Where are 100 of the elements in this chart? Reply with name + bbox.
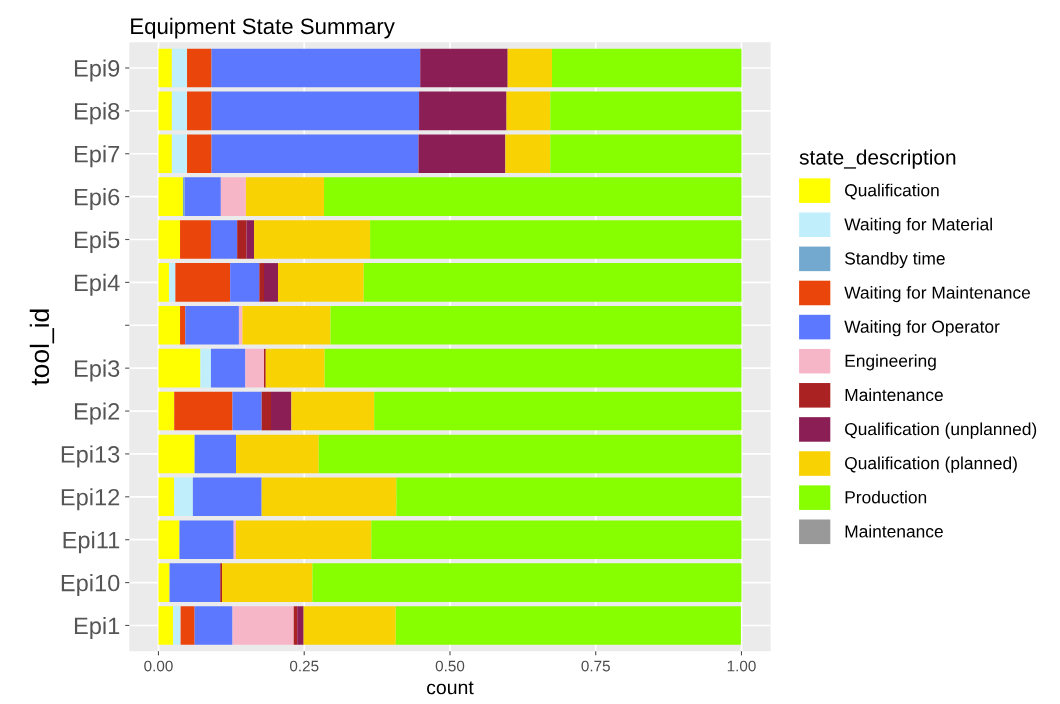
legend-label: Waiting for Operator [844, 320, 1000, 337]
bar [211, 91, 420, 131]
bar [312, 563, 742, 602]
bar [242, 305, 331, 345]
bar [158, 348, 201, 388]
bar [174, 391, 233, 431]
bar [158, 91, 172, 131]
y-tick-label: Epi4 [74, 273, 120, 296]
bar [174, 477, 193, 517]
bar [371, 520, 742, 559]
bar [158, 177, 183, 216]
y-tick-label: Epi11 [63, 531, 120, 554]
bar [194, 434, 237, 474]
bar [506, 91, 551, 131]
bar [259, 263, 264, 302]
y-tick-label: Epi13 [61, 445, 120, 468]
x-tick-label: 0.00 [144, 660, 173, 672]
x-axis-title: count [427, 681, 474, 695]
bar [245, 177, 325, 216]
bar [261, 477, 397, 517]
bar [324, 177, 742, 216]
chart-title: Equipment State Summary [131, 17, 395, 39]
bar [236, 434, 319, 474]
bar [210, 220, 238, 259]
bar [396, 477, 742, 517]
legend-label: Qualification [845, 183, 939, 200]
bar [261, 391, 271, 431]
bar [222, 563, 313, 602]
legend-label: Maintenance [845, 388, 943, 402]
bar [418, 134, 506, 174]
bar [171, 134, 188, 174]
bar [330, 305, 742, 345]
bar [291, 391, 375, 431]
bar [158, 263, 169, 302]
bar [185, 305, 239, 345]
bar [270, 391, 292, 431]
y-tick-label: Epi5 [74, 230, 120, 253]
bar [324, 348, 742, 388]
bar [419, 91, 507, 131]
bar [180, 220, 211, 259]
bar [158, 606, 174, 645]
bar [374, 391, 742, 431]
y-tick-label: Epi9 [74, 59, 120, 82]
bar [175, 263, 231, 302]
bar [158, 48, 172, 88]
bar [263, 263, 278, 302]
x-tick-label: 0.25 [289, 660, 319, 672]
bar [420, 48, 508, 88]
bar [179, 520, 234, 559]
bar [158, 477, 175, 517]
y-tick-label: Epi10 [61, 574, 120, 597]
legend-label: Production [845, 490, 927, 504]
bar [173, 606, 181, 645]
bar [254, 220, 371, 259]
bar [550, 134, 742, 174]
bar [265, 348, 325, 388]
y-tick-label: Epi3 [74, 359, 120, 382]
bar [158, 391, 175, 431]
bar [158, 220, 181, 259]
y-tick-label: Epi7 [74, 145, 120, 168]
legend-label: Qualification (planned) [845, 456, 1017, 473]
bar [158, 563, 170, 602]
bar [370, 220, 742, 259]
legend-label: Waiting for Material [844, 217, 992, 234]
bar [230, 263, 260, 302]
bar [363, 263, 742, 302]
x-tick-label: 0.75 [581, 660, 610, 672]
bar [187, 48, 212, 88]
bar [232, 606, 294, 645]
bar [180, 606, 195, 645]
x-tick-label: 0.50 [435, 660, 465, 672]
legend-label: Standby time [845, 251, 945, 269]
bar [210, 348, 246, 388]
legend-title: state_description [799, 149, 956, 169]
bar [187, 91, 212, 131]
bar [395, 606, 741, 645]
bar [158, 520, 180, 559]
y-tick-label: Epi12 [61, 488, 120, 511]
bar [211, 48, 421, 88]
bar [171, 91, 188, 131]
bar [550, 91, 742, 131]
bar [232, 391, 262, 431]
bar [551, 48, 742, 88]
bar [158, 305, 181, 345]
bar [303, 606, 396, 645]
bar [187, 134, 212, 174]
bar [318, 434, 742, 474]
y-tick-label: Epi2 [74, 402, 120, 425]
bar [194, 606, 233, 645]
bar [184, 177, 221, 216]
y-tick-label: Epi6 [74, 188, 120, 211]
bar [246, 220, 255, 259]
bar [171, 48, 188, 88]
x-tick-label: 1.00 [727, 660, 756, 672]
y-axis-title: tool_id [29, 309, 55, 386]
bar [236, 520, 372, 559]
bar [507, 48, 552, 88]
bar [169, 563, 221, 602]
bar [180, 305, 186, 345]
bar [192, 477, 262, 517]
